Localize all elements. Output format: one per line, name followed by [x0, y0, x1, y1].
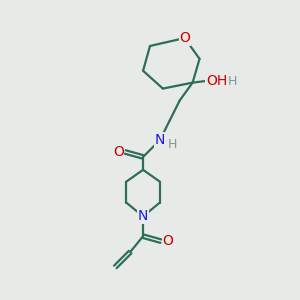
Text: O: O — [162, 234, 173, 248]
Text: N: N — [138, 209, 148, 224]
Text: H: H — [168, 138, 178, 151]
Text: O: O — [113, 145, 124, 159]
Text: H: H — [227, 75, 237, 88]
Text: OH: OH — [206, 74, 227, 88]
Text: O: O — [179, 31, 190, 45]
Text: N: N — [155, 133, 165, 147]
